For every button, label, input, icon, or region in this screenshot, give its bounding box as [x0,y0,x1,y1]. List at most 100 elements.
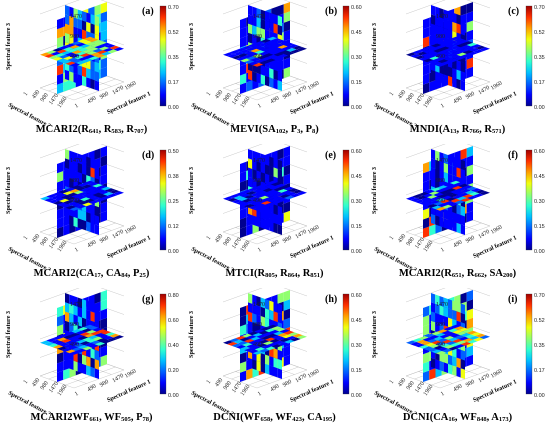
colorbar [525,5,533,107]
colorbar-tick-label: 0.60 [534,149,545,155]
z-tick-label: 490 [70,54,79,60]
y-tick-label: 1960 [307,81,320,92]
colorbar-tick-label: 0.00 [534,393,545,399]
x-axis-title: Spectral feature 2 [7,390,52,414]
z-tick-label: 490 [436,342,445,348]
colorbar-tick-label: 0.35 [534,343,545,349]
z-tick-label: 1470 [253,158,265,164]
x-tick-label: 490 [214,89,224,100]
y-tick-label: 1960 [307,225,320,236]
colorbar-tick-label: 0.15 [351,224,362,230]
colorbar-tick-label: 0.60 [351,293,362,299]
z-tick-label: 1470 [436,14,448,20]
colorbar-tick-label: 0.17 [168,80,179,86]
colorbar-tick-label: 0.45 [351,174,362,180]
colorbar-tick-label: 0.52 [534,318,545,324]
colorbar-tick-label: 0.35 [168,55,179,61]
colorbar-tick-label: 0.30 [351,199,362,205]
x-tick-label: 980 [40,380,50,391]
colorbar [159,293,167,395]
x-tick-label: 1470 [231,237,243,250]
x-tick-label: 980 [223,380,233,391]
colorbar-tick-label: 0.40 [168,343,179,349]
x-tick-label: 1 [389,235,396,241]
colorbar [525,293,533,395]
panel-label: (c) [508,6,519,17]
colorbar-tick-label: 0.15 [351,80,362,86]
x-tick-label: 1 [23,379,30,385]
colorbar-tick-label: 0.60 [351,5,362,11]
colorbar [342,293,350,395]
z-tick-label: 980 [253,322,262,328]
y-tick-label: 490 [270,96,281,106]
panel-label: (a) [142,6,154,17]
y-tick-label: 490 [453,384,464,394]
y-tick-label: 1470 [112,85,125,96]
z-tick-label: 490 [70,342,79,348]
panel-label: (f) [508,150,518,161]
colorbar-tick-label: 0.30 [534,199,545,205]
slice-planes [223,146,307,238]
x-tick-label: 490 [397,89,407,100]
x-tick-label: 1470 [231,381,243,394]
y-tick-label: 1 [74,247,80,254]
panel-d: 1960147098049019601470980490114909801470… [0,144,183,288]
colorbar-tick-label: 0.00 [168,249,179,255]
x-tick-label: 490 [31,377,41,388]
colorbar-tick-label: 0.35 [534,55,545,61]
colorbar-tick-label: 0.52 [534,30,545,36]
cube-plot: 1960147098049019601470980490114909801470… [371,0,545,126]
cube-plot: 1960147098049019601470980490114909801470… [5,0,179,126]
x-tick-label: 1 [389,91,396,97]
y-tick-label: 490 [87,240,98,250]
x-tick-label: 1960 [240,96,252,109]
y-tick-label: 1470 [295,85,308,96]
colorbar-tick-label: 0.52 [168,30,179,36]
x-tick-label: 980 [406,92,416,103]
slice-planes [406,2,490,94]
x-tick-label: 1960 [240,240,252,253]
z-tick-label: 980 [70,34,79,40]
colorbar-tick-label: 0.70 [534,5,545,11]
y-tick-label: 1960 [490,225,503,236]
colorbar-tick-label: 0.60 [168,318,179,324]
y-tick-label: 1470 [112,229,125,240]
x-tick-label: 1 [206,91,213,97]
y-tick-label: 1470 [478,373,491,384]
z-tick-label: 1470 [436,302,448,308]
panel-caption: MNDI(A13, R766, R571) [409,124,506,135]
x-axis-title: Spectral feature 2 [190,102,235,126]
y-tick-label: 1 [440,391,446,398]
panel-h: 1960147098049019601470980490114909801470… [183,288,366,432]
z-tick-label: 1470 [436,158,448,164]
cube-plot: 1960147098049019601470980490114909801470… [188,0,362,126]
x-tick-label: 490 [31,233,41,244]
y-tick-label: 1 [257,103,263,110]
x-axis-title: Spectral feature 2 [373,390,418,414]
z-tick-label: 1470 [253,302,265,308]
x-tick-label: 1470 [48,93,60,106]
colorbar-tick-label: 0.15 [534,224,545,230]
y-tick-label: 980 [282,91,293,101]
z-axis-title: Spectral feature 3 [188,167,195,214]
slice-planes [40,146,124,238]
panel-c: 1960147098049019601470980490114909801470… [366,0,549,144]
slice-planes [40,2,124,94]
colorbar-tick-label: 0.45 [351,318,362,324]
panel-caption: DCNI(CA16, WF848, A173) [402,412,513,423]
colorbar-tick-label: 0.80 [168,293,179,299]
x-tick-label: 490 [214,233,224,244]
x-tick-label: 490 [31,89,41,100]
colorbar-tick-label: 0.30 [351,343,362,349]
z-tick-label: 490 [436,198,445,204]
x-axis-title: Spectral feature 2 [7,102,52,126]
y-tick-label: 1 [74,391,80,398]
y-tick-label: 490 [270,240,281,250]
colorbar [159,5,167,107]
colorbar [159,149,167,251]
panel-label: (e) [325,150,336,161]
x-tick-label: 980 [406,380,416,391]
x-tick-label: 1 [206,379,213,385]
y-tick-label: 1960 [490,81,503,92]
colorbar-tick-label: 0.30 [351,55,362,61]
